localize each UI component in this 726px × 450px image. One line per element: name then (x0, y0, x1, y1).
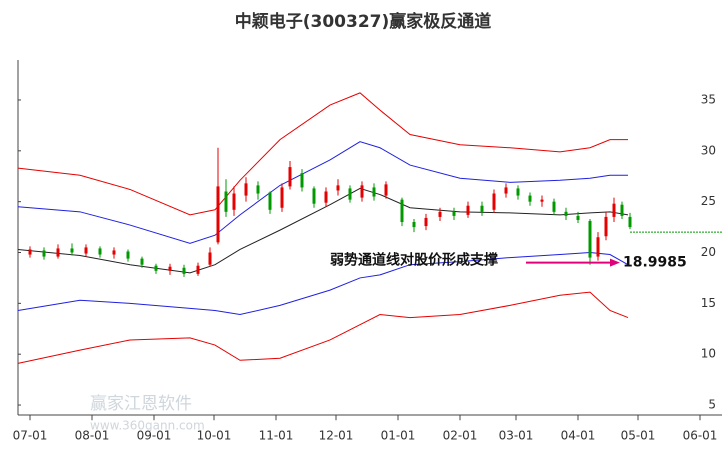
channel-line (17, 187, 629, 274)
candle-body (596, 237, 600, 257)
x-tick-label: 06-01 (683, 429, 718, 443)
candle-body (516, 188, 520, 196)
channel-line (17, 92, 628, 216)
candle-body (140, 258, 144, 265)
candle-body (424, 217, 428, 227)
candle-body (400, 199, 404, 222)
candle-body (564, 211, 568, 216)
annotation: 弱势通道线对股价形成支撑 (330, 252, 498, 269)
x-tick-label: 07-01 (13, 429, 48, 443)
candle-body (620, 204, 624, 216)
candle-body (360, 185, 364, 198)
candle-body (56, 248, 60, 257)
candle-body (324, 191, 328, 203)
candle-body (288, 167, 292, 187)
x-tick-label: 12-01 (319, 429, 354, 443)
candle-body (588, 220, 592, 258)
candle-body (244, 183, 248, 196)
candle-body (300, 173, 304, 188)
x-tick-label: 03-01 (499, 429, 534, 443)
candle-body (182, 267, 186, 274)
candle-body (256, 185, 260, 194)
candle-body (604, 216, 608, 237)
candle-body (504, 187, 508, 194)
candle-body (348, 188, 352, 200)
y-tick-label: 15 (701, 296, 716, 310)
x-tick-label: 01-01 (381, 429, 416, 443)
x-tick-label: 05-01 (621, 429, 656, 443)
candle-body (438, 211, 442, 217)
candle-body (28, 249, 32, 255)
candle-body (280, 187, 284, 208)
candle-body (336, 185, 340, 191)
candle-body (268, 192, 272, 210)
candle-body (528, 195, 532, 202)
candle-body (540, 199, 544, 202)
candle-body (224, 191, 228, 212)
x-tick-label: 11-01 (259, 429, 294, 443)
x-tick-label: 09-01 (137, 429, 172, 443)
chart-title: 中颖电子(300327)赢家极反通道 (235, 11, 492, 32)
candle-body (216, 186, 220, 243)
candle-body (196, 265, 200, 274)
channel-line (17, 141, 628, 244)
arrow-head (610, 258, 620, 267)
support-value: 18.9985 (623, 255, 687, 271)
candle-body (232, 193, 236, 210)
y-tick-label: 25 (701, 194, 716, 208)
candle-body (154, 265, 158, 271)
x-tick-label: 10-01 (197, 429, 232, 443)
candle-body (112, 250, 116, 255)
x-tick-label: 04-01 (561, 429, 596, 443)
candle-body (42, 250, 46, 257)
candle-body (576, 215, 580, 220)
y-tick-label: 10 (701, 347, 716, 361)
candle-body (628, 216, 632, 228)
candle-body (168, 266, 172, 271)
candle-body (84, 247, 88, 254)
candle-body (480, 205, 484, 212)
y-tick-label: 35 (701, 92, 716, 106)
candle-body (70, 248, 74, 253)
candle-body (466, 205, 470, 215)
candle-body (452, 211, 456, 216)
y-tick-label: 5 (708, 398, 716, 412)
channel-line (17, 252, 629, 316)
candle-body (126, 251, 130, 259)
candle-body (492, 193, 496, 210)
candle-body (98, 248, 102, 255)
candle-body (312, 188, 316, 204)
y-tick-label: 20 (701, 245, 716, 259)
y-tick-label: 30 (701, 143, 716, 157)
candle-body (384, 184, 388, 196)
candle-body (612, 203, 616, 217)
watermark: 赢家江恩软件 (90, 394, 192, 414)
candle-body (552, 201, 556, 212)
watermark-url: www.360gann.com (90, 419, 205, 433)
x-tick-label: 02-01 (443, 429, 478, 443)
channel-line (17, 291, 629, 364)
candle-body (412, 221, 416, 228)
x-tick-label: 08-01 (75, 429, 110, 443)
candle-body (372, 187, 376, 197)
candle-body (208, 252, 212, 265)
